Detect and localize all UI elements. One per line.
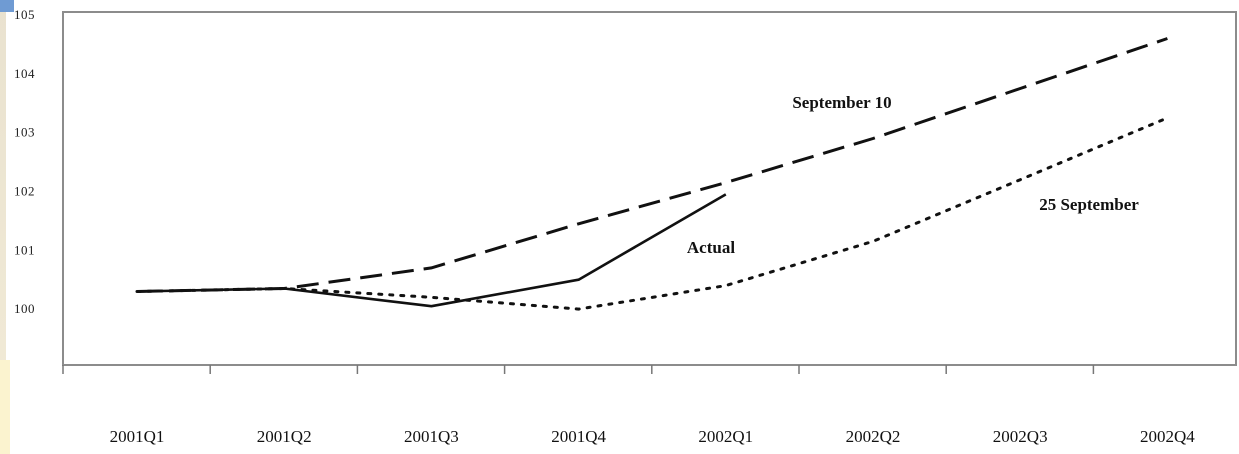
x-tick-label: 2001Q1 [110, 427, 165, 446]
y-tick-label: 101 [14, 242, 35, 257]
x-tick-label: 2002Q3 [993, 427, 1048, 446]
page-edge-corner [0, 0, 14, 12]
y-tick-label: 104 [14, 66, 35, 81]
page-edge-bottom [0, 360, 10, 454]
series-label-25-september: 25 September [1039, 195, 1139, 214]
x-axis-tick-labels: 2001Q1 2001Q2 2001Q3 2001Q4 2002Q1 2002Q2 2002… [110, 427, 1196, 446]
x-tick-label: 2001Q3 [404, 427, 459, 446]
y-tick-label: 102 [14, 183, 35, 198]
x-tick-marks [62, 365, 1095, 374]
plot-area-frame [62, 11, 1237, 366]
y-tick-label: 103 [14, 125, 35, 140]
series-lines [135, 37, 1169, 311]
series-annotations: September 10 25 September Actual [687, 93, 1139, 257]
x-tick-label: 2001Q2 [257, 427, 312, 446]
page-edge-strip [0, 0, 6, 454]
series-label-actual: Actual [687, 238, 735, 257]
series-line-sep10 [136, 37, 1168, 293]
y-tick-label: 105 [14, 7, 35, 22]
x-tick-label: 2002Q1 [698, 427, 753, 446]
y-tick-label: 100 [14, 301, 35, 316]
x-tick-label: 2001Q4 [551, 427, 606, 446]
y-axis-tick-labels: 105 104 103 102 101 100 [14, 7, 35, 316]
series-label-september-10: September 10 [792, 93, 891, 112]
x-tick-label: 2002Q4 [1140, 427, 1195, 446]
x-tick-label: 2002Q2 [846, 427, 901, 446]
series-line-sep25 [135, 116, 1169, 311]
